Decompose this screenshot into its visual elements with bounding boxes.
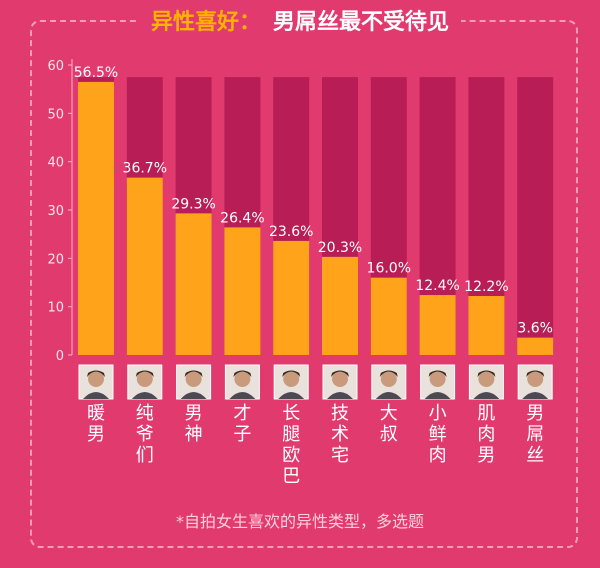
category-label: 肌 (477, 403, 495, 424)
category-label: 肉 (429, 445, 447, 466)
category-label: 男 (87, 424, 105, 445)
category-label: 才 (233, 403, 251, 424)
bar (370, 277, 407, 355)
portrait-icon (517, 364, 553, 400)
title-main: 男屌丝最不受待见 (267, 10, 456, 35)
category-label: 们 (136, 445, 154, 466)
bar (78, 81, 114, 356)
category-label: 神 (185, 424, 203, 445)
portrait-icon (322, 364, 358, 400)
category-label: 男 (185, 403, 203, 424)
bar (468, 296, 505, 355)
portrait-icon (420, 364, 456, 400)
y-tick-label: 50 (47, 107, 64, 122)
y-tick-label: 20 (47, 252, 64, 267)
y-tick-label: 40 (47, 156, 64, 171)
y-tick-label: 10 (47, 301, 64, 316)
portrait-icon (127, 364, 163, 400)
category-label: 男 (477, 445, 495, 466)
category-label: 屌 (526, 424, 544, 445)
data-label: 12.2% (464, 279, 508, 295)
y-tick-label: 0 (56, 349, 64, 364)
y-tick-label: 60 (47, 59, 64, 74)
bar (322, 256, 358, 355)
category-label: 叔 (380, 424, 398, 445)
data-label: 3.6% (517, 321, 553, 337)
data-label: 36.7% (123, 161, 167, 177)
bar (224, 227, 261, 355)
category-label: 大 (380, 403, 398, 424)
bar-track (517, 77, 554, 355)
category-label: 子 (233, 424, 251, 445)
category-label: 爷 (136, 424, 154, 445)
category-label: 巴 (282, 466, 300, 487)
data-label: 23.6% (269, 224, 313, 240)
portrait-icon (371, 364, 407, 400)
title-accent: 异性喜好： (144, 10, 267, 35)
portrait-icon (468, 364, 504, 400)
category-label: 鲜 (429, 424, 447, 445)
bar (273, 240, 310, 355)
data-label: 29.3% (171, 196, 215, 212)
category-label: 纯 (136, 403, 154, 424)
data-label: 20.3% (318, 240, 362, 256)
data-label: 12.4% (415, 278, 459, 294)
chart-title: 异性喜好： 男屌丝最不受待见 (0, 4, 600, 36)
data-label: 56.5% (74, 65, 118, 81)
category-label: 暖 (87, 403, 105, 424)
bar (517, 337, 554, 355)
category-label: 肉 (477, 424, 495, 445)
category-label: 小 (429, 403, 447, 424)
footnote: *自拍女生喜欢的异性类型，多选题 (175, 512, 424, 531)
portrait-icon (176, 364, 212, 400)
y-tick-label: 30 (47, 204, 64, 219)
data-label: 16.0% (367, 261, 411, 277)
category-label: 男 (526, 403, 544, 424)
category-label: 宅 (331, 445, 349, 466)
data-label: 26.4% (220, 210, 264, 226)
category-label: 技 (331, 403, 349, 424)
bar (126, 177, 163, 355)
category-label: 腿 (282, 424, 300, 445)
category-label: 长 (282, 403, 300, 424)
category-label: 丝 (526, 445, 544, 466)
bar (419, 295, 456, 355)
portrait-icon (273, 364, 309, 400)
category-label: 术 (331, 424, 349, 445)
portrait-icon (224, 364, 260, 400)
category-label: 欧 (282, 445, 300, 466)
portrait-icon (78, 364, 114, 400)
bar (175, 213, 212, 355)
